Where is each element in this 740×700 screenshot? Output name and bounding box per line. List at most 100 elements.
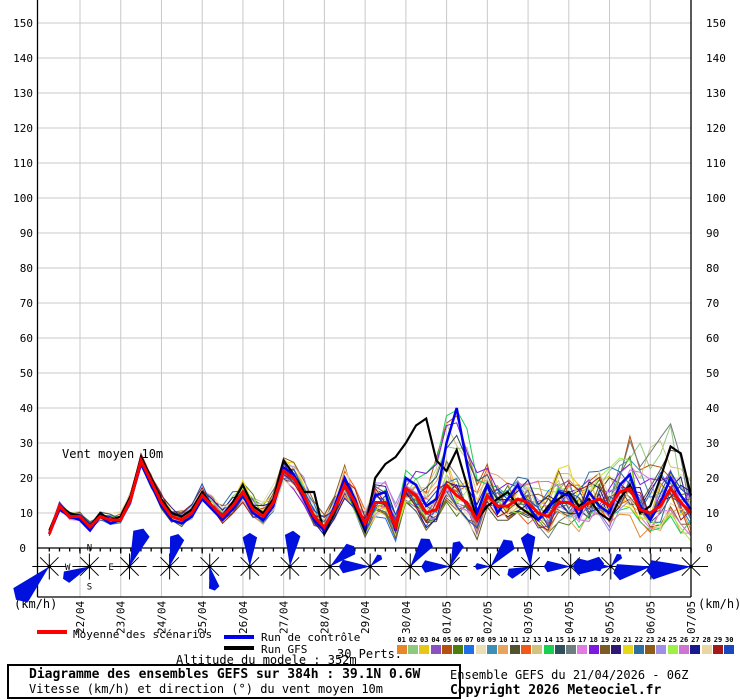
y-tick-label-right: 120: [706, 122, 726, 135]
pert-swatch: [633, 645, 644, 654]
y-tick-label-right: 90: [706, 227, 719, 240]
pert-swatch: [622, 645, 633, 654]
pert-column: 22: [633, 636, 644, 654]
pert-column: 29: [712, 636, 723, 654]
pert-number: 16: [566, 636, 576, 644]
pert-number: 17: [578, 636, 587, 644]
wind-rose: [192, 553, 227, 591]
rose-center: [488, 564, 493, 569]
pert-swatch: [396, 645, 407, 654]
wind-rose: [272, 530, 307, 580]
pert-number: 01: [397, 636, 406, 644]
y-tick-label-left: 0: [19, 542, 26, 555]
pert-column: 23: [645, 636, 656, 654]
pert-swatch: [419, 645, 430, 654]
pert-column: 08: [475, 636, 486, 654]
wind-rose: [152, 534, 187, 580]
y-tick-label-left: 90: [20, 227, 33, 240]
x-date-label: 24/04: [156, 601, 169, 634]
x-date-label: 03/05: [522, 601, 535, 634]
y-tick-label-right: 10: [706, 507, 719, 520]
y-tick-label-right: 150: [706, 17, 726, 30]
wind-rose: [393, 538, 433, 580]
x-date-label: 05/05: [604, 601, 617, 634]
pert-swatch: [520, 645, 531, 654]
x-date-label: 02/05: [481, 601, 494, 634]
wind-direction-petal: [613, 564, 651, 581]
pert-column: 21: [622, 636, 633, 654]
pert-number: 03: [420, 636, 429, 644]
wind-direction-petal: [129, 528, 150, 567]
pert-swatch: [656, 645, 667, 654]
wind-direction-petal: [610, 553, 623, 567]
pert-column: 18: [588, 636, 599, 654]
pert-column: 16: [565, 636, 577, 654]
pert-swatch: [611, 645, 622, 654]
wind-rose: [232, 532, 267, 580]
y-tick-label-left: 150: [13, 17, 33, 30]
pert-swatch: [464, 645, 475, 654]
y-tick-label-right: 40: [706, 402, 719, 415]
pert-number: 19: [600, 636, 610, 644]
pert-number: 30: [725, 636, 734, 644]
legend-control-label: Run de contrôle: [261, 631, 361, 644]
pert-number: 26: [679, 636, 689, 644]
rose-center: [689, 564, 693, 569]
wind-rose: [507, 533, 548, 580]
legend-gfs-label: Run GFS: [261, 643, 308, 656]
pert-column: 25: [667, 636, 678, 654]
pert-number: 09: [487, 636, 497, 644]
y-tick-label-right: 110: [706, 157, 726, 170]
perturbation-color-strip: 01 02 03 04 05 06 07 08 09 10 11 12 13 14 15 16 17 18 19 20…: [396, 636, 735, 654]
pert-number: 29: [713, 636, 723, 644]
pert-column: 04: [430, 636, 441, 654]
pert-swatch: [712, 645, 723, 654]
pert-column: 14: [543, 636, 554, 654]
axes: [36, 0, 692, 598]
x-date-label: 04/05: [563, 601, 576, 634]
altitude-label: Altitude du modele : 352m: [176, 653, 357, 667]
x-date-label: 22/04: [74, 601, 87, 634]
x-date-label: 25/04: [196, 601, 209, 634]
x-date-label: 06/05: [644, 601, 657, 634]
pert-column: 07: [464, 636, 475, 654]
wind-direction-petal: [284, 530, 301, 567]
y-tick-label-right: 70: [706, 297, 719, 310]
wind-rose: [421, 541, 468, 580]
y-tick-label-left: 10: [20, 507, 33, 520]
y-tick-label-left: 30: [20, 437, 33, 450]
x-date-label: 29/04: [359, 601, 372, 634]
x-date-label: 23/04: [115, 601, 128, 634]
pert-column: 28: [701, 636, 712, 654]
y-tick-label-left: 70: [20, 297, 33, 310]
pert-column: 17: [577, 636, 588, 654]
perts-count-label: 30 Perts.: [337, 647, 403, 661]
wind-direction-petal: [242, 532, 258, 567]
pert-number: 28: [702, 636, 711, 644]
pert-column: 20: [611, 636, 622, 654]
pert-column: 27: [690, 636, 701, 654]
wind-rose: [646, 553, 708, 580]
wind-rose: [338, 553, 388, 580]
pert-swatch: [532, 645, 543, 654]
pert-column: 24: [656, 636, 667, 654]
pert-number: 23: [645, 636, 655, 644]
wind-direction-petal: [13, 566, 50, 603]
y-tick-label-left: 60: [20, 332, 33, 345]
rose-center: [408, 564, 413, 569]
y-tick-label-right: 50: [706, 367, 719, 380]
legend-mean-label: Moyenne des scénarios: [73, 628, 213, 641]
pert-column: 12: [520, 636, 531, 654]
pert-number: 27: [691, 636, 700, 644]
wind-rose: [112, 528, 150, 580]
pert-number: 12: [521, 636, 531, 644]
wind-rose: [13, 553, 67, 603]
wind-direction-petal: [543, 560, 571, 573]
pert-swatch: [543, 645, 554, 654]
pert-number: 15: [555, 636, 565, 644]
pert-swatch: [599, 645, 610, 654]
rose-center: [608, 564, 613, 569]
wind-direction-petal: [410, 538, 433, 567]
rose-center: [528, 564, 533, 569]
